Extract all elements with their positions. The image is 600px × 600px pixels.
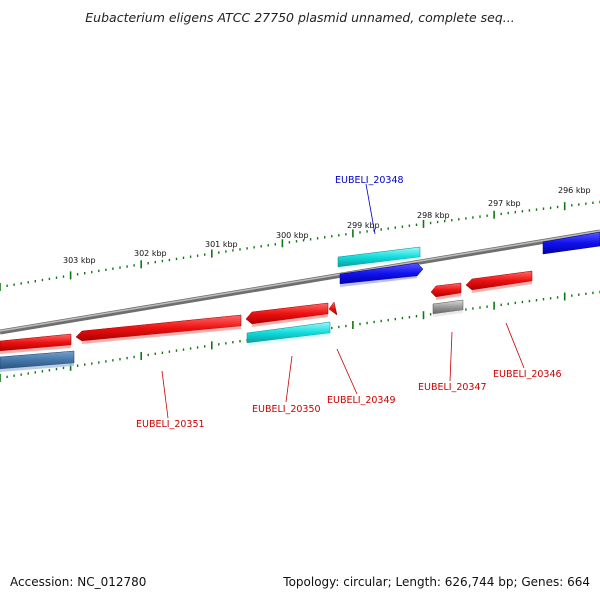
gene-label-EUBELI_20347[interactable]: EUBELI_20347 xyxy=(418,382,487,393)
scale-label-301: 301 kbp xyxy=(205,240,238,249)
map-title: Eubacterium eligens ATCC 27750 plasmid u… xyxy=(85,10,515,25)
gene-EUBELI_20347-gray[interactable] xyxy=(432,299,464,317)
scale-label-298: 298 kbp xyxy=(417,211,450,220)
gene-label-EUBELI_20349[interactable]: EUBELI_20349 xyxy=(327,395,396,406)
topology-summary: Topology: circular; Length: 626,744 bp; … xyxy=(283,575,590,589)
gene-EUBELI_20350-cyan[interactable] xyxy=(246,321,331,346)
gene-EUBELI_20349[interactable] xyxy=(328,301,338,316)
gene-EUBELI_20347[interactable] xyxy=(430,282,462,300)
scale-labels: 296 kbp 297 kbp 298 kbp 299 kbp 300 kbp … xyxy=(63,186,591,265)
scale-label-296: 296 kbp xyxy=(558,186,591,195)
scale-ticks-upper xyxy=(0,200,600,291)
gene-label-EUBELI_20351[interactable]: EUBELI_20351 xyxy=(136,419,205,430)
accession-text: Accession: NC_012780 xyxy=(10,575,147,589)
gene-labels: EUBELI_20348 EUBELI_20346 EUBELI_20347 E… xyxy=(136,175,562,430)
gene-blue-right[interactable] xyxy=(542,231,600,255)
gene-steel-left[interactable] xyxy=(0,350,75,372)
gene-label-EUBELI_20350[interactable]: EUBELI_20350 xyxy=(252,404,321,415)
label-leaders xyxy=(161,183,525,419)
gene-red-left[interactable] xyxy=(0,333,72,354)
scale-label-297: 297 kbp xyxy=(488,199,521,208)
gene-EUBELI_20346[interactable] xyxy=(465,270,533,293)
gene-EUBELI_20351[interactable] xyxy=(75,314,242,344)
scale-label-303: 303 kbp xyxy=(63,256,96,265)
gene-EUBELI_20348-cyan[interactable] xyxy=(337,246,421,269)
scale-label-302: 302 kbp xyxy=(134,249,167,258)
gene-EUBELI_20348-blue[interactable] xyxy=(339,262,424,287)
scale-label-300: 300 kbp xyxy=(276,231,309,240)
scale-label-299: 299 kbp xyxy=(347,221,380,230)
gene-EUBELI_20350-red[interactable] xyxy=(245,302,329,327)
gene-label-EUBELI_20346[interactable]: EUBELI_20346 xyxy=(493,369,562,380)
genome-backbone xyxy=(0,229,600,335)
gene-label-EUBELI_20348[interactable]: EUBELI_20348 xyxy=(335,175,404,186)
